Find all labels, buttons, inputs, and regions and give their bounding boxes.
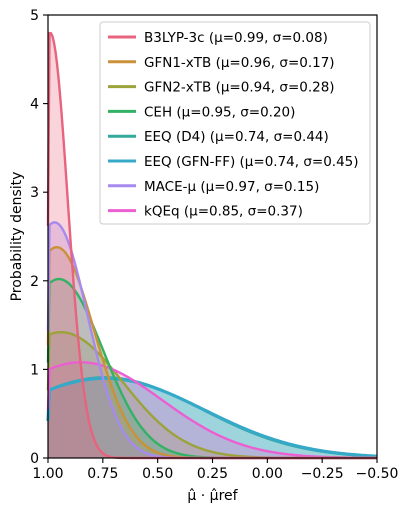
x-tick-label: 0.50 — [142, 466, 173, 482]
legend-entry: GFN2-xTB (μ=0.94, σ=0.28) — [144, 80, 335, 96]
y-tick-label: 1 — [30, 362, 39, 378]
legend-entry: EEQ (D4) (μ=0.74, σ=0.44) — [144, 129, 329, 145]
y-tick-label: 3 — [30, 185, 39, 201]
density-area-6 — [48, 222, 377, 458]
legend-entry: CEH (μ=0.95, σ=0.20) — [144, 104, 295, 120]
x-tick-label: −0.25 — [301, 466, 344, 482]
x-tick-label: −0.50 — [356, 466, 399, 482]
legend-box — [99, 21, 371, 225]
y-tick-label: 2 — [30, 274, 39, 290]
density-area-7 — [48, 362, 377, 458]
legend-entry: B3LYP-3c (μ=0.99, σ=0.08) — [144, 30, 328, 46]
y-axis-label: Probability density — [9, 172, 25, 302]
legend-entry: MACE-μ (μ=0.97, σ=0.15) — [144, 179, 319, 195]
y-axis-ticks: 0 1 2 3 4 5 — [30, 8, 48, 467]
density-area-0 — [48, 33, 377, 459]
legend: B3LYP-3c (μ=0.99, σ=0.08) GFN1-xTB (μ=0.9… — [99, 21, 371, 225]
density-area-3 — [48, 279, 377, 458]
x-axis-label: μ̂ · μ̂ref — [187, 488, 238, 504]
density-area-1 — [48, 247, 377, 458]
x-tick-label: 0.25 — [197, 466, 228, 482]
density-area-4 — [48, 377, 377, 458]
y-tick-label: 5 — [30, 8, 39, 24]
legend-entry: kQEq (μ=0.85, σ=0.37) — [144, 204, 303, 220]
legend-entry: GFN1-xTB (μ=0.96, σ=0.17) — [144, 55, 335, 71]
x-tick-label: 1.00 — [32, 466, 63, 482]
density-area-5 — [48, 378, 377, 458]
y-tick-label: 0 — [30, 451, 39, 467]
legend-entry: EEQ (GFN-FF) (μ=0.74, σ=0.45) — [144, 154, 359, 170]
x-axis-ticks: 1.00 0.75 0.50 0.25 0.00 −0.25 −0.50 — [32, 458, 398, 482]
x-tick-label: 0.75 — [87, 466, 118, 482]
x-tick-label: 0.00 — [252, 466, 283, 482]
y-tick-label: 4 — [30, 97, 39, 113]
